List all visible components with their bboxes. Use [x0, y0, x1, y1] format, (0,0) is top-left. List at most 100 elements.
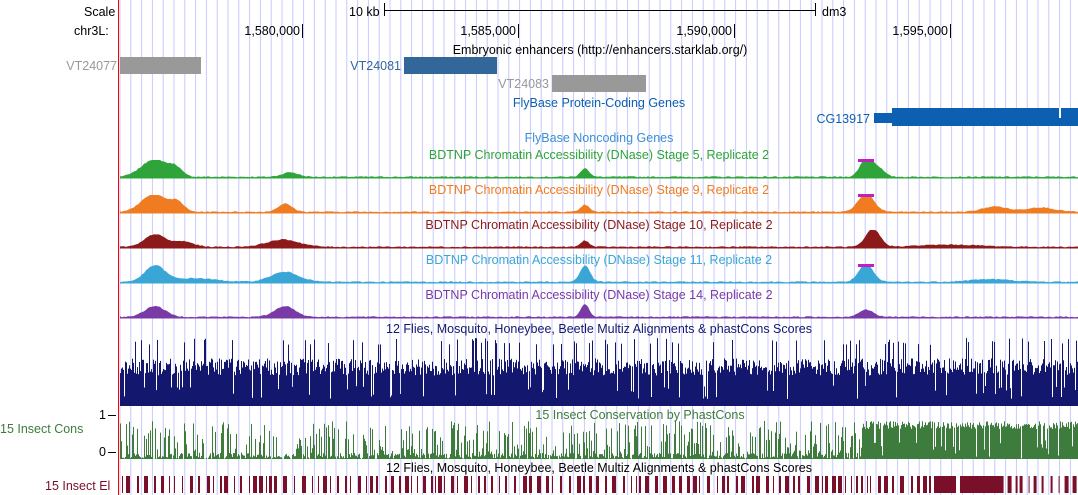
cons-bar	[700, 422, 701, 459]
multiz-bar	[330, 398, 331, 406]
element-block	[699, 476, 700, 493]
multiz-bar	[920, 372, 921, 406]
dnase-signal-stage5[interactable]	[0, 157, 1078, 179]
multiz-bar	[413, 366, 414, 406]
cons-bar	[837, 454, 838, 459]
cons-bar	[706, 428, 707, 459]
multiz-bar	[491, 394, 492, 406]
multiz-bar	[375, 366, 376, 406]
cons-bar	[383, 451, 384, 459]
multiz-bar	[241, 361, 242, 406]
multiz-bar	[536, 344, 537, 406]
multiz-bar	[705, 396, 706, 406]
multiz-bar	[389, 364, 390, 406]
dnase-track-title[interactable]: BDTNP Chromatin Accessibility (DNase) St…	[425, 288, 773, 302]
cons-bar	[828, 424, 829, 459]
multiz-bar	[584, 365, 585, 406]
multiz-bar	[1023, 364, 1024, 406]
enhancers-track-title[interactable]: Embryonic enhancers (http://enhancers.st…	[452, 43, 748, 57]
cons-bar	[552, 453, 553, 459]
multiz-bar	[282, 366, 283, 406]
conservation-side-label[interactable]: 15 Insect Cons	[0, 422, 84, 436]
cons-bar	[638, 455, 639, 459]
multiz-bar	[467, 368, 468, 406]
enhancer-feature[interactable]	[404, 57, 497, 74]
cons-bar	[496, 449, 497, 459]
multiz-bar	[590, 371, 591, 406]
conserved-elements[interactable]	[0, 476, 1078, 493]
cons-bar	[600, 454, 601, 459]
enhancer-label[interactable]: VT24083	[498, 77, 549, 91]
cons-bar	[751, 453, 752, 459]
enhancer-label[interactable]: VT24077	[66, 59, 117, 73]
genes-track-title[interactable]: FlyBase Protein-Coding Genes	[512, 96, 686, 110]
element-block	[499, 476, 500, 493]
cons-bar	[722, 458, 723, 459]
cons-bar	[819, 451, 820, 459]
cons-bar	[133, 426, 134, 459]
multiz-bar	[617, 390, 618, 406]
cons-bar	[811, 421, 812, 459]
cons-bar	[1066, 423, 1067, 459]
multiz-bar	[1042, 363, 1043, 406]
multiz-bar	[382, 368, 383, 406]
element-block	[934, 476, 956, 493]
dnase-signal-stage10[interactable]	[0, 227, 1078, 249]
cons-bar	[139, 456, 140, 459]
elements-track-title[interactable]: 12 Flies, Mosquito, Honeybee, Beetle Mul…	[386, 461, 812, 475]
multiz-bar	[805, 359, 806, 406]
cons-bar	[848, 453, 849, 459]
enhancer-feature[interactable]	[120, 57, 201, 74]
multiz-bar	[201, 361, 202, 406]
multiz-bar	[828, 359, 829, 406]
scale-label: Scale	[84, 5, 116, 19]
cons-bar	[555, 446, 556, 459]
multiz-bar	[636, 366, 637, 406]
dnase-track-title[interactable]: BDTNP Chromatin Accessibility (DNase) St…	[428, 183, 770, 197]
cons-bar	[137, 428, 138, 459]
cons-bar	[469, 440, 470, 459]
dnase-signal-stage14[interactable]	[0, 297, 1078, 319]
multiz-bar	[709, 363, 710, 406]
multiz-bar	[353, 340, 354, 406]
multiz-bar	[333, 360, 334, 406]
conservation-track-title[interactable]: 15 Insect Conservation by PhastCons	[535, 408, 745, 422]
y-axis-min: 0	[99, 445, 106, 459]
cons-bar	[805, 434, 806, 459]
dnase-track-title[interactable]: BDTNP Chromatin Accessibility (DNase) St…	[428, 148, 770, 162]
enhancer-feature[interactable]	[552, 75, 646, 92]
dnase-signal-stage11[interactable]	[0, 262, 1078, 284]
dnase-signal-stage9[interactable]	[0, 192, 1078, 214]
gene-label[interactable]: CG13917	[816, 112, 870, 126]
enhancer-label[interactable]: VT24081	[350, 59, 401, 73]
cons-bar	[196, 456, 197, 459]
cons-bar	[494, 453, 495, 459]
conservation-signal[interactable]	[0, 415, 1078, 460]
multiz-bar	[1047, 366, 1048, 406]
cons-bar	[1008, 424, 1009, 459]
cons-bar	[234, 453, 235, 459]
dnase-track-title[interactable]: BDTNP Chromatin Accessibility (DNase) St…	[425, 218, 773, 232]
multiz-bar	[839, 374, 840, 406]
element-block	[623, 476, 625, 493]
multiz-track-title[interactable]: 12 Flies, Mosquito, Honeybee, Beetle Mul…	[386, 322, 812, 336]
noncoding-track-title[interactable]: FlyBase Noncoding Genes	[524, 131, 674, 145]
multiz-bar	[969, 372, 970, 406]
multiz-bar	[211, 358, 212, 406]
multiz-signal[interactable]	[0, 337, 1078, 407]
cons-bar	[669, 433, 670, 459]
multiz-bar	[893, 342, 894, 406]
cons-bar	[365, 441, 366, 459]
element-block	[822, 476, 823, 493]
multiz-bar	[883, 371, 884, 406]
cons-bar	[370, 427, 371, 459]
cons-bar	[890, 421, 891, 459]
cons-bar	[219, 457, 220, 459]
elements-side-label[interactable]: 15 Insect El	[45, 479, 111, 493]
multiz-bar	[1029, 361, 1030, 406]
multiz-bar	[830, 371, 831, 406]
multiz-bar	[152, 372, 153, 406]
dnase-track-title[interactable]: BDTNP Chromatin Accessibility (DNase) St…	[425, 253, 773, 267]
cons-bar	[337, 456, 338, 459]
